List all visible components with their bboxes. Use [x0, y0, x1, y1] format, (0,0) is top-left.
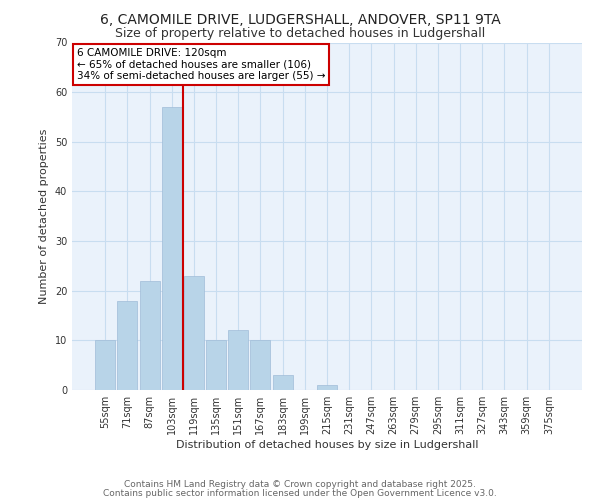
Text: Size of property relative to detached houses in Ludgershall: Size of property relative to detached ho… [115, 28, 485, 40]
Bar [140, 281, 160, 390]
Y-axis label: Number of detached properties: Number of detached properties [39, 128, 49, 304]
X-axis label: Distribution of detached houses by size in Ludgershall: Distribution of detached houses by size … [176, 440, 478, 450]
Bar [250, 340, 271, 390]
Text: 6 CAMOMILE DRIVE: 120sqm
← 65% of detached houses are smaller (106)
34% of semi-: 6 CAMOMILE DRIVE: 120sqm ← 65% of detach… [77, 48, 326, 81]
Text: Contains public sector information licensed under the Open Government Licence v3: Contains public sector information licen… [103, 488, 497, 498]
Bar [228, 330, 248, 390]
Bar [206, 340, 226, 390]
Bar [272, 375, 293, 390]
Bar [118, 300, 137, 390]
Bar [317, 385, 337, 390]
Text: Contains HM Land Registry data © Crown copyright and database right 2025.: Contains HM Land Registry data © Crown c… [124, 480, 476, 489]
Bar [162, 107, 182, 390]
Bar [184, 276, 204, 390]
Text: 6, CAMOMILE DRIVE, LUDGERSHALL, ANDOVER, SP11 9TA: 6, CAMOMILE DRIVE, LUDGERSHALL, ANDOVER,… [100, 12, 500, 26]
Bar [95, 340, 115, 390]
